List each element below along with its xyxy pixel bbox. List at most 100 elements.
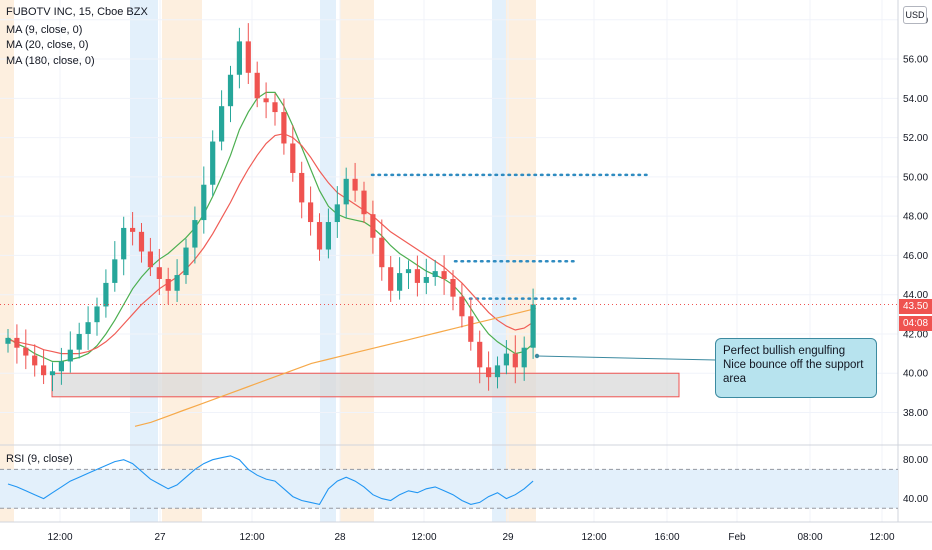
candle-body [76, 333, 82, 350]
rsi-tick-label: 80.00 [903, 455, 928, 466]
session-band [130, 0, 158, 522]
price-tick-label: 52.00 [903, 133, 928, 144]
annotation-line-2: Nice bounce off the support [723, 359, 864, 371]
last-price-badge: 43.50 [899, 299, 932, 314]
candle-body [512, 353, 518, 368]
candle-body [308, 202, 314, 223]
callout-pointer [536, 355, 717, 361]
candle-body [23, 347, 29, 356]
candle-body [112, 259, 118, 283]
candle-body [281, 112, 287, 144]
candle-body [138, 231, 145, 252]
candle-body [156, 267, 162, 279]
candle-body [58, 361, 64, 372]
candle-body [486, 367, 492, 378]
session-band [320, 0, 336, 522]
currency-button[interactable]: USD [903, 6, 927, 24]
price-tick-label: 48.00 [903, 212, 928, 223]
time-tick-label: 27 [154, 532, 166, 543]
candle-body [503, 353, 509, 366]
candle-body [459, 296, 465, 317]
candle-body [14, 337, 20, 348]
candle-body [183, 247, 189, 276]
legend-ma-9[interactable]: MA (9, close, 0) [6, 24, 83, 36]
candle-body [147, 251, 153, 268]
candle-body [272, 102, 278, 113]
price-tick-label: 50.00 [903, 172, 928, 183]
candle-body [325, 222, 331, 250]
candle-body [103, 282, 109, 307]
legend-ma-180[interactable]: MA (180, close, 0) [6, 55, 95, 67]
candle-body [254, 72, 260, 99]
rsi-pane [0, 455, 898, 509]
candle-body [299, 172, 305, 203]
candle-body [165, 278, 171, 291]
rsi-tick-label: 40.00 [903, 494, 928, 505]
time-tick-label: Feb [728, 532, 746, 543]
candle-body [361, 190, 367, 215]
bar-countdown-badge: 04:08 [899, 316, 932, 331]
candle-body [245, 41, 251, 73]
candle-body [343, 178, 349, 205]
candle-body [423, 277, 429, 283]
candle-body [85, 322, 91, 334]
price-tick-label: 46.00 [903, 251, 928, 262]
rsi-axis: 80.00 40.00 [903, 455, 928, 505]
time-tick-label: 12:00 [411, 532, 436, 543]
candle-body [388, 267, 394, 291]
time-tick-label: 12:00 [581, 532, 606, 543]
resistance-levels [370, 173, 652, 300]
annotation-callout[interactable]: Perfect bullish engulfing Nice bounce of… [715, 338, 877, 398]
session-band [340, 0, 374, 522]
candle-body [236, 41, 242, 75]
candle-body [450, 278, 456, 297]
time-tick-label: 12:00 [239, 532, 264, 543]
rsi-line [7, 455, 534, 506]
candle-body [219, 106, 225, 142]
price-tick-label: 40.00 [903, 369, 928, 380]
time-tick-label: 29 [502, 532, 514, 543]
price-tick-label: 38.00 [903, 408, 928, 419]
time-axis[interactable]: 12:00 27 12:00 28 12:00 29 12:00 16:00 Feb 08:00 1… [0, 521, 932, 543]
candle-body [290, 143, 296, 173]
annotation-line-3: area [723, 373, 747, 385]
price-axis[interactable]: 58.0056.0054.0052.0050.0048.0046.0044.00… [903, 15, 928, 419]
time-tick-label: 16:00 [654, 532, 679, 543]
candle-body [397, 273, 403, 291]
time-tick-label: 08:00 [797, 532, 822, 543]
candle-body [121, 227, 127, 260]
candle-body [174, 275, 180, 291]
candle-body [263, 98, 269, 103]
candle-body [352, 178, 358, 191]
price-tick-label: 44.00 [903, 290, 928, 301]
candle-body [5, 337, 11, 344]
candle-body [494, 365, 501, 378]
session-band [162, 0, 202, 522]
candle-body [316, 222, 323, 250]
price-tick-label: 56.00 [903, 55, 928, 66]
candle-body [49, 371, 56, 376]
candle-body [227, 74, 234, 107]
support-zone [51, 372, 680, 398]
candles [5, 23, 536, 392]
candle-body [370, 214, 376, 238]
candle-body [405, 269, 412, 274]
price-tick-label: 42.00 [903, 329, 928, 340]
legend-ma-20[interactable]: MA (20, close, 0) [6, 39, 89, 51]
candle-body [210, 141, 216, 185]
rsi-band [0, 469, 898, 509]
time-tick-label: 28 [334, 532, 346, 543]
time-tick-label: 12:00 [869, 532, 894, 543]
candle-body [201, 184, 207, 221]
candle-body [530, 304, 536, 348]
candle-body [432, 271, 438, 278]
rsi-legend[interactable]: RSI (9, close) [6, 453, 73, 465]
candle-body [379, 237, 385, 268]
candle-body [192, 220, 198, 248]
candle-body [468, 316, 474, 342]
symbol-title[interactable]: FUBOTV INC, 15, Cboe BZX [6, 6, 148, 18]
candle-body [521, 347, 527, 368]
ma-20-line [7, 133, 534, 355]
candle-body [334, 204, 340, 223]
